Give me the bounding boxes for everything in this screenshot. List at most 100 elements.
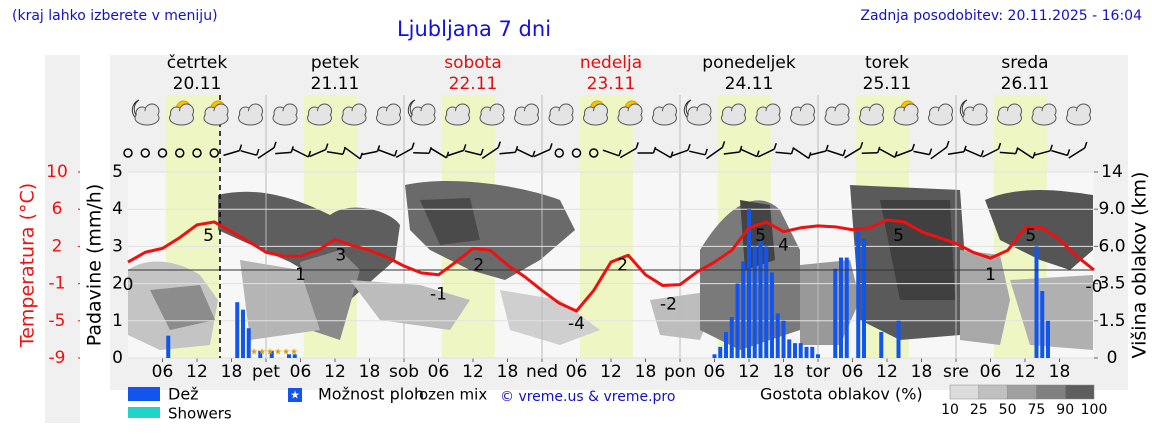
chart-title: Ljubljana 7 dni [397,17,551,41]
density-swatch [1007,384,1037,400]
cloud-fill [136,111,158,123]
barb [878,147,896,159]
cloud-fill [1067,111,1090,123]
precip-bar [718,346,723,358]
cloud-fill [929,111,952,123]
barb-tick [721,141,726,148]
density-label: 100 [1081,402,1108,418]
barb-tick [549,143,553,150]
barb-tick [394,149,398,157]
temp-tick-label: 6 [52,199,63,219]
barb-tick [1084,141,1088,149]
barb [378,149,396,157]
precip-bar [770,272,774,358]
barb-tick [1066,149,1071,156]
barb [740,148,758,158]
precip-bar [775,313,780,358]
calm [571,148,582,158]
barb-tick [635,142,639,149]
precip-bar [833,268,838,358]
barb-tick [704,148,708,156]
precip-bar [810,346,815,358]
precip-bar [804,346,809,358]
barb-tick [532,150,536,158]
barb [775,151,792,155]
x-tick-label: 06 [290,362,312,382]
barb [689,150,706,156]
barb-tick [256,148,260,156]
precip-bar [741,261,746,358]
day-name: nedelja [580,53,642,73]
barb [240,150,257,156]
x-tick-label: 06 [428,362,450,382]
barb-tick [980,150,984,157]
temp-label: 2 [617,255,628,275]
weather-icons [131,99,1091,126]
cloud-fill [343,111,365,123]
barb-tick [1049,144,1053,152]
temp-label: 0 [123,275,134,295]
barb [326,151,344,155]
temp-label: 5 [203,226,214,246]
y-tick-label: 4 [112,199,123,219]
day-date: 20.11 [173,74,222,94]
cloud-axis-title: Višina oblakov (km) [1129,172,1151,359]
temp-axis-title: Temperatura (°C) [17,183,39,348]
y-tick-label: 0 [112,348,123,368]
cloud-fill [308,111,331,123]
precip-bar [292,354,297,358]
barb [533,148,551,158]
temp-label: -0 [1086,277,1103,297]
barb [757,148,775,158]
x-tick-label: 18 [221,362,243,382]
cloud-fill [274,111,296,123]
x-tick-label: tor [806,362,830,382]
star: ★ [290,348,298,358]
calm [157,148,168,158]
legend-rain-swatch [128,387,160,401]
density-swatch [1064,384,1095,400]
barb [999,151,1016,155]
barb-tick [445,151,450,159]
cloud-fill [895,111,917,123]
cloud-fill [515,111,538,123]
precip-bar [735,283,740,358]
barb-tick [238,144,243,151]
temp-label: -2 [660,294,677,314]
precip-bar [747,209,751,358]
density-label: 50 [999,402,1017,418]
density-label: 90 [1056,402,1074,418]
x-tick-label: 12 [462,362,484,382]
calm [123,148,133,158]
temp-tick-label: 10 [46,162,68,182]
cloud-fill [377,111,400,123]
barb-tick [342,147,346,155]
precip-bar [1046,320,1050,358]
x-tick-label: 18 [1049,362,1071,382]
temp-tick-label: -5 [49,311,66,331]
day-date: 25.11 [863,74,912,94]
barb [723,151,740,155]
barb-tick [790,147,795,155]
barb-tick [618,149,622,157]
barb [499,151,516,155]
precip-bar [764,246,769,358]
barb-tick [877,146,881,154]
precip-bar [729,317,734,358]
day-name: torek [865,53,909,73]
star: ★ [274,348,282,358]
temperature-line [127,218,1095,313]
legend-chance-star: ★ [290,389,300,402]
x-tick-label: 12 [876,362,898,382]
barb-tick [411,142,415,149]
barb [1016,147,1034,159]
barb [361,150,378,156]
cloud-fill [964,111,986,123]
barb [844,147,861,159]
barb-tick [273,141,277,149]
cloud-fill [688,111,710,123]
barb-tick [946,140,950,148]
precip-bar [1034,246,1039,358]
precip-bar [269,350,274,358]
cloud-fill [239,111,262,123]
